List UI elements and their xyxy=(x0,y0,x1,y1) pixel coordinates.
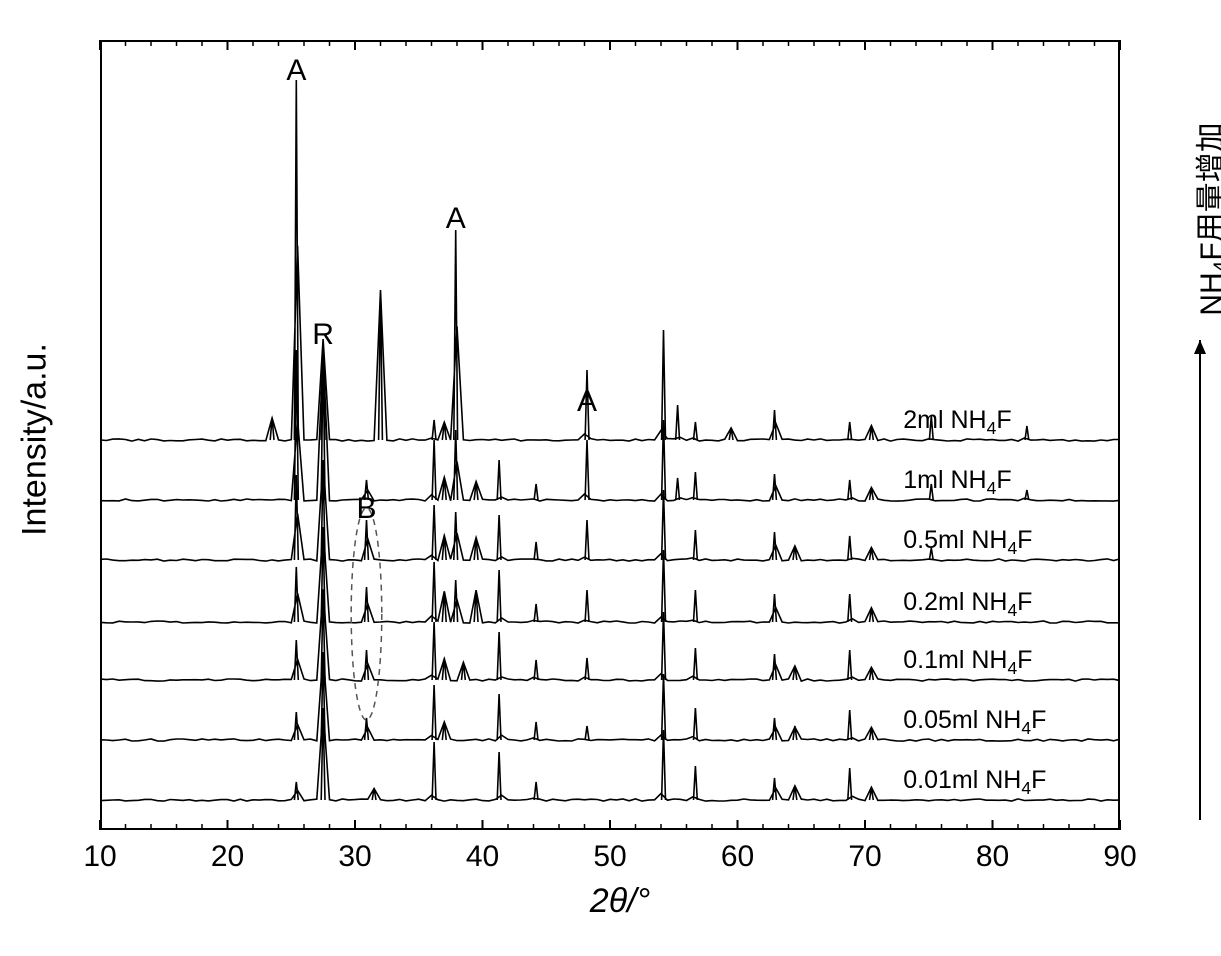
x-tick-10: 10 xyxy=(83,840,116,874)
peak-label-A-37.9: A xyxy=(446,202,466,236)
peak-label-A-25.4: A xyxy=(286,54,306,88)
x-tick-30: 30 xyxy=(338,840,371,874)
x-tick-70: 70 xyxy=(848,840,881,874)
x-tick-20: 20 xyxy=(211,840,244,874)
x-tick-80: 80 xyxy=(976,840,1009,874)
trace-2ml-NH4F xyxy=(100,80,1120,441)
x-axis-label: 2θ/° xyxy=(560,882,680,921)
xrd-chart: Intensity/a.u. NH4F用量增加 2θ/° 10203040506… xyxy=(0,0,1221,956)
x-tick-90: 90 xyxy=(1103,840,1136,874)
x-tick-50: 50 xyxy=(593,840,626,874)
series-label: 0.5ml NH4F xyxy=(903,526,1032,559)
plot-svg xyxy=(0,0,1221,956)
x-tick-40: 40 xyxy=(466,840,499,874)
series-label: 0.01ml NH4F xyxy=(903,766,1046,799)
series-label: 0.1ml NH4F xyxy=(903,646,1032,679)
series-label: 0.2ml NH4F xyxy=(903,588,1032,621)
peak-label-R-27.5: R xyxy=(312,318,334,352)
peak-label-A-48.2: A xyxy=(577,385,597,419)
x-tick-60: 60 xyxy=(721,840,754,874)
series-label: 1ml NH4F xyxy=(903,466,1011,499)
series-label: 2ml NH4F xyxy=(903,406,1011,439)
peak-label-B-30.9: B xyxy=(356,492,376,526)
series-label: 0.05ml NH4F xyxy=(903,706,1046,739)
